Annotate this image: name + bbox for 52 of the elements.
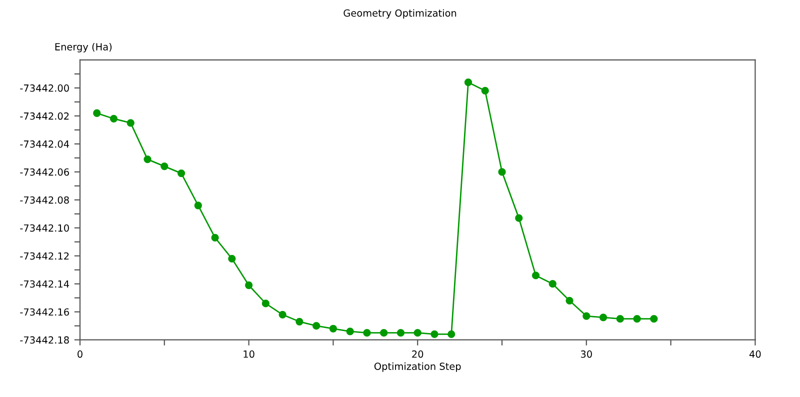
y-tick-label: -73442.18 [20, 336, 69, 344]
y-tick-label: -73442.08 [20, 196, 69, 204]
point [599, 314, 608, 322]
point [448, 330, 456, 338]
y-tick-label: -73442.06 [20, 168, 69, 176]
point [278, 310, 286, 318]
x-tick-label: 0 [78, 350, 82, 358]
x-tick-label: 20 [412, 350, 424, 358]
y-tick-label: -73442.00 [20, 84, 69, 92]
point [126, 119, 134, 127]
point [515, 214, 523, 222]
point [329, 324, 338, 332]
point [650, 315, 658, 323]
point [160, 162, 168, 170]
x-axis-title: Optimization Step [374, 362, 461, 372]
point [363, 329, 371, 337]
point [430, 330, 438, 338]
x-tick-label: 30 [580, 350, 592, 358]
point [582, 312, 590, 320]
y-tick-label: -73442.10 [20, 224, 69, 232]
point [498, 168, 506, 176]
point [346, 328, 354, 336]
point [464, 78, 472, 86]
point [566, 296, 574, 304]
point [93, 109, 101, 117]
point [616, 315, 624, 323]
x-tick-label: 10 [244, 350, 254, 358]
point [228, 254, 236, 262]
y-tick-label: -73442.04 [20, 140, 70, 148]
point [633, 315, 641, 323]
point [481, 86, 489, 95]
point [177, 169, 186, 178]
point [312, 322, 320, 330]
point [396, 329, 405, 337]
point [296, 318, 304, 326]
point [194, 202, 202, 210]
point [380, 329, 388, 337]
y-tick-label: -73442.12 [20, 252, 69, 260]
y-tick-label: -73442.14 [20, 280, 70, 288]
x-tick-label: 40 [749, 350, 761, 358]
point [414, 329, 422, 337]
point [211, 234, 219, 242]
point [110, 114, 118, 123]
y-tick-label: -73442.02 [20, 112, 69, 120]
y-tick-label: -73442.16 [20, 308, 69, 316]
point [548, 280, 556, 288]
point [532, 272, 540, 280]
point [144, 155, 152, 164]
point [244, 281, 253, 290]
chart-title: Geometry Optimization [344, 9, 456, 19]
point [262, 300, 270, 308]
y-axis-title: Energy (Ha) [55, 42, 112, 52]
